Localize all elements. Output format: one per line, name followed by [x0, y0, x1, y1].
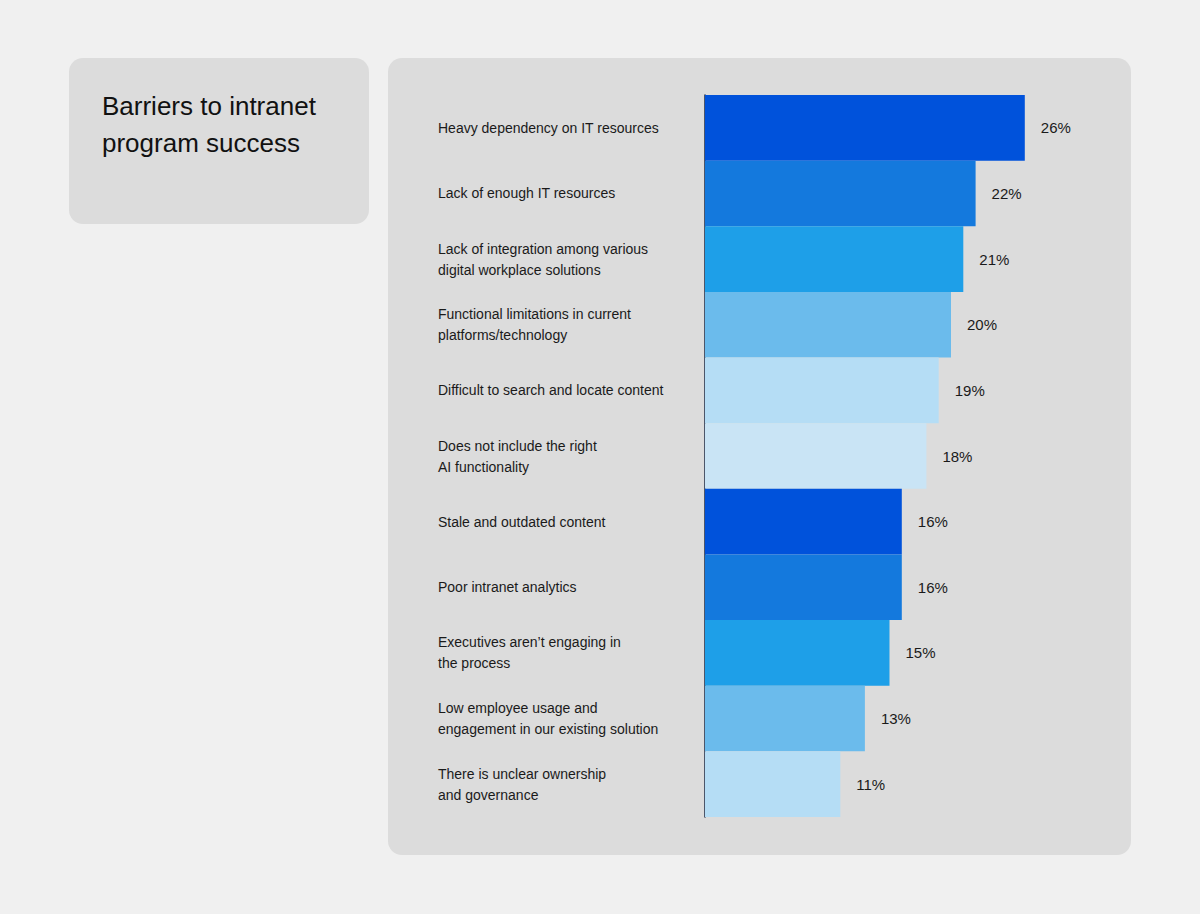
svg-text:16%: 16% — [918, 579, 948, 596]
svg-text:and governance: and governance — [438, 787, 539, 803]
svg-text:Does not include the right: Does not include the right — [438, 438, 597, 454]
svg-text:13%: 13% — [881, 710, 911, 727]
svg-text:Functional limitations in curr: Functional limitations in current — [438, 306, 631, 322]
svg-text:11%: 11% — [856, 776, 885, 793]
svg-text:15%: 15% — [906, 644, 936, 661]
svg-text:the process: the process — [438, 655, 510, 671]
svg-text:26%: 26% — [1041, 119, 1071, 136]
svg-text:Executives aren’t engaging in: Executives aren’t engaging in — [438, 634, 621, 650]
svg-text:Lack of integration among vari: Lack of integration among various — [438, 241, 648, 257]
svg-text:Heavy dependency on IT resourc: Heavy dependency on IT resources — [438, 120, 659, 136]
svg-text:22%: 22% — [992, 185, 1022, 202]
svg-text:AI functionality: AI functionality — [438, 459, 529, 475]
svg-text:Stale and outdated content: Stale and outdated content — [438, 514, 605, 530]
svg-text:Poor intranet analytics: Poor intranet analytics — [438, 579, 577, 595]
svg-text:There is unclear ownership: There is unclear ownership — [438, 766, 606, 782]
svg-text:18%: 18% — [942, 448, 972, 465]
svg-text:digital workplace solutions: digital workplace solutions — [438, 262, 601, 278]
svg-text:Difficult to search and locate: Difficult to search and locate content — [438, 382, 664, 398]
svg-text:Low employee usage and: Low employee usage and — [438, 700, 598, 716]
svg-text:platforms/technology: platforms/technology — [438, 327, 567, 343]
svg-text:19%: 19% — [955, 382, 985, 399]
svg-text:21%: 21% — [979, 251, 1009, 268]
html-text:Barriers to intranet program s: Barriers to intranet program success — [102, 91, 316, 158]
svg-text:Lack of enough IT resources: Lack of enough IT resources — [438, 185, 615, 201]
svg-text:16%: 16% — [918, 513, 948, 530]
svg-text:20%: 20% — [967, 316, 997, 333]
svg-text:engagement in our existing sol: engagement in our existing solution — [438, 721, 658, 737]
